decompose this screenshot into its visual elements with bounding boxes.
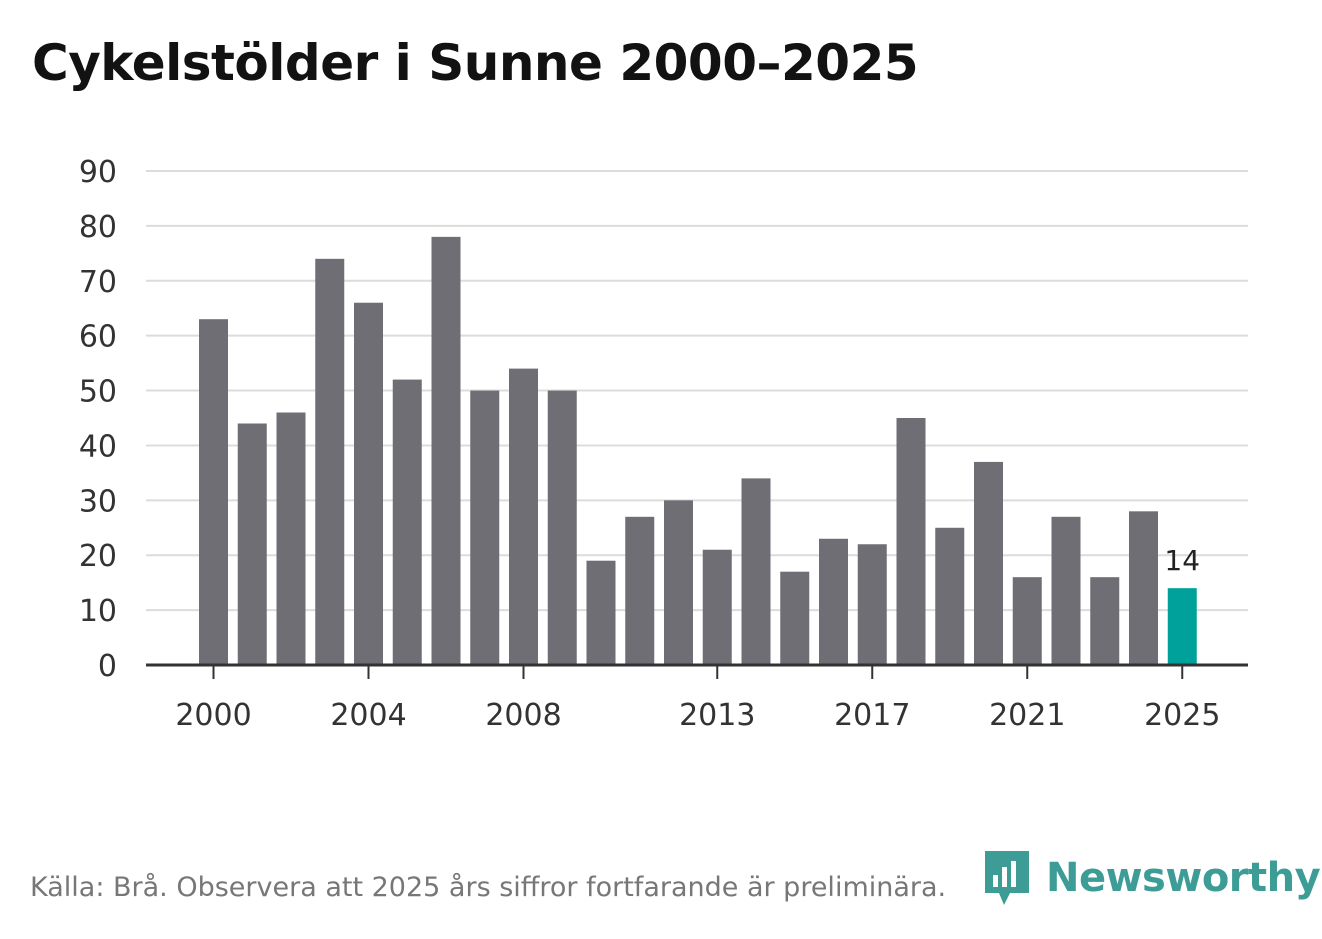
brand-name: Newsworthy (1046, 855, 1321, 901)
bar-2016 (819, 538, 848, 665)
bar-2024 (1129, 511, 1158, 665)
bar-2002 (276, 412, 306, 665)
y-tick-label: 80 (79, 210, 117, 245)
bar-2011 (625, 516, 655, 665)
bar-2003 (315, 258, 345, 665)
source-note: Källa: Brå. Observera att 2025 års siffr… (30, 872, 947, 903)
y-tick-label: 50 (79, 375, 117, 410)
bar-2008 (509, 368, 538, 665)
bar-2010 (586, 560, 616, 665)
x-tick-label: 2021 (989, 698, 1065, 733)
bar-2014 (741, 478, 771, 665)
y-tick-label: 60 (79, 320, 117, 355)
y-tick-label: 70 (79, 265, 117, 300)
bar-2007 (470, 390, 500, 665)
bar-2000 (199, 319, 228, 665)
y-axis-ticks: 0 10 20 30 40 50 60 70 80 90 (79, 155, 117, 684)
bar-2006 (431, 236, 461, 665)
x-tick-label: 2004 (330, 698, 406, 733)
y-tick-label: 40 (79, 429, 117, 464)
newsworthy-logo-icon (985, 851, 1029, 905)
bar-2019 (935, 527, 965, 665)
bar-2001 (237, 423, 267, 665)
y-tick-label: 90 (79, 155, 117, 190)
x-axis-ticks: 2000 2004 2008 2013 2017 2021 2025 (175, 665, 1220, 733)
x-tick-label: 2013 (679, 698, 755, 733)
bar-2020 (974, 461, 1003, 665)
data-labels: 14 (1164, 544, 1200, 577)
bar-2018 (896, 418, 926, 665)
bar-2017 (857, 544, 887, 665)
bar-2021 (1012, 577, 1042, 665)
data-label-highlight: 14 (1164, 544, 1200, 577)
bar-2004 (354, 302, 383, 665)
x-tick-label: 2008 (485, 698, 561, 733)
brand-logo: Newsworthy (982, 848, 1321, 908)
y-tick-label: 30 (79, 484, 117, 519)
bar-2015 (780, 571, 810, 665)
bars (199, 236, 1197, 665)
y-tick-label: 10 (79, 594, 117, 629)
gridlines (146, 170, 1248, 612)
bar-2023 (1090, 577, 1120, 665)
bar-2009 (547, 390, 577, 665)
x-tick-label: 2017 (834, 698, 910, 733)
y-tick-label: 0 (98, 649, 117, 684)
y-tick-label: 20 (79, 539, 117, 574)
bar-2013 (702, 549, 732, 665)
bar-2005 (392, 379, 422, 665)
chart-title: Cykelstölder i Sunne 2000–2025 (32, 34, 919, 92)
bar-2025 (1167, 588, 1197, 665)
x-tick-label: 2025 (1144, 698, 1220, 733)
bar-2022 (1051, 516, 1081, 665)
bar-2012 (664, 500, 693, 665)
bar-chart: 0 10 20 30 40 50 60 70 80 90 2000 2004 2008 2013 2017… (79, 155, 1248, 733)
x-tick-label: 2000 (175, 698, 251, 733)
